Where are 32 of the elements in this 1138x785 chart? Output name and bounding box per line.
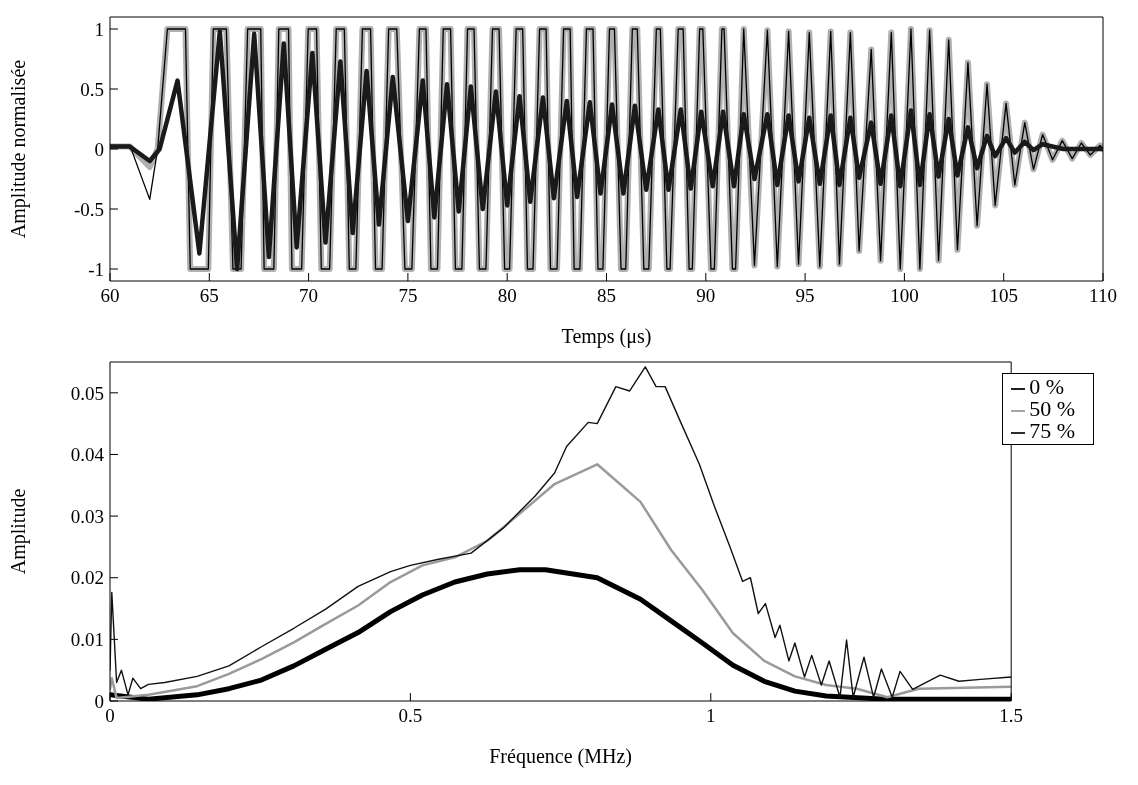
legend-label: 0 % [1029, 374, 1064, 399]
x-axis-title: Temps (μs) [561, 325, 652, 348]
x-axis-title: Fréquence (MHz) [489, 745, 632, 768]
y-tick-label: -0.5 [73, 198, 104, 220]
y-tick-label: 0 [94, 138, 104, 160]
x-tick-label: 0.5 [398, 705, 423, 727]
y-tick-label: 0.03 [70, 505, 104, 527]
y-tick-label: 0.5 [80, 78, 104, 100]
x-tick-label: 60 [100, 285, 120, 307]
x-tick-label: 110 [1089, 285, 1117, 307]
y-tick-label: 0.04 [70, 444, 105, 466]
x-tick-label: 1 [706, 705, 716, 727]
y-tick-label: 1 [94, 18, 104, 40]
x-tick-label: 90 [696, 285, 716, 307]
x-tick-label: 95 [795, 285, 815, 307]
y-axis-title: Amplitude [7, 488, 31, 575]
x-tick-label: 80 [497, 285, 517, 307]
legend-label: 75 % [1029, 418, 1075, 443]
y-tick-label: 0.05 [70, 382, 104, 404]
x-tick-label: 100 [890, 285, 919, 307]
x-tick-label: 85 [597, 285, 616, 307]
y-tick-label: 0.02 [70, 567, 104, 589]
y-axis-title: Amplitude normalisée [7, 59, 31, 239]
x-tick-label: 65 [199, 285, 219, 307]
y-tick-label: -1 [88, 258, 104, 280]
x-tick-label: 105 [989, 285, 1018, 307]
y-tick-label: 0 [94, 690, 104, 712]
x-tick-label: 70 [299, 285, 319, 307]
x-tick-label: 1.5 [999, 705, 1024, 727]
y-tick-label: 0.01 [70, 629, 104, 651]
legend-label: 50 % [1029, 396, 1075, 421]
x-tick-label: 75 [398, 285, 418, 307]
